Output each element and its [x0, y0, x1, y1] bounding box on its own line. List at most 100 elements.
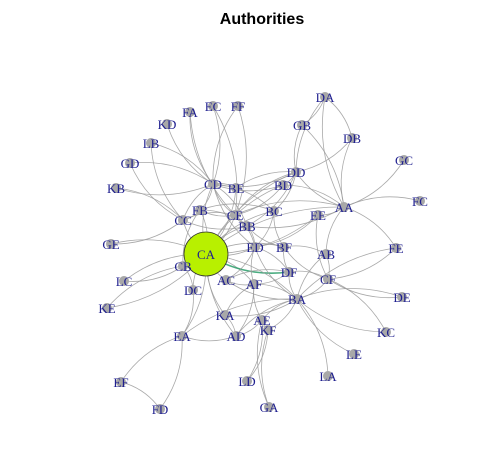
node-db[interactable]	[347, 133, 357, 143]
node-bc[interactable]	[269, 206, 279, 216]
node-ce[interactable]	[230, 210, 240, 220]
node-label-bb: BB	[238, 219, 256, 234]
edge-ac-ba	[225, 279, 298, 300]
node-label-le: LE	[346, 347, 362, 362]
node-ge[interactable]	[106, 239, 116, 249]
node-label-bd: BD	[274, 178, 292, 193]
node-dd[interactable]	[291, 167, 301, 177]
node-cc[interactable]	[178, 215, 188, 225]
node-ab[interactable]	[321, 249, 331, 259]
node-label-be: BE	[228, 181, 245, 196]
node-gb[interactable]	[297, 120, 307, 130]
node-af[interactable]	[249, 279, 259, 289]
node-label-ea: EA	[173, 329, 191, 344]
node-ka[interactable]	[220, 310, 230, 320]
node-ea[interactable]	[177, 331, 187, 341]
node-df[interactable]	[284, 267, 294, 277]
node-bf[interactable]	[279, 242, 289, 252]
node-ee[interactable]	[313, 210, 323, 220]
node-label-ac: AC	[217, 273, 235, 288]
node-da[interactable]	[320, 92, 330, 102]
edge-lc-cb	[123, 265, 184, 282]
node-label-ee: EE	[310, 208, 326, 223]
node-ef[interactable]	[116, 377, 126, 387]
edge-cd-bd	[212, 183, 284, 192]
node-label-fb: FB	[192, 203, 208, 218]
node-label-ba: BA	[288, 292, 307, 307]
node-label-ef: EF	[113, 375, 128, 390]
node-fb[interactable]	[195, 205, 205, 215]
edge-aa-fe	[343, 206, 397, 249]
node-ad[interactable]	[231, 331, 241, 341]
node-kb[interactable]	[111, 183, 121, 193]
edge-lb-cd	[150, 142, 214, 185]
node-label-ga: GA	[260, 400, 279, 415]
node-label-la: LA	[319, 369, 337, 384]
node-label-bf: BF	[276, 240, 292, 255]
edge-de-ba	[296, 288, 403, 300]
node-de[interactable]	[397, 292, 407, 302]
edge-ea-ef	[120, 335, 183, 383]
edge-fc-aa	[343, 196, 421, 208]
edge-ec-cd	[212, 105, 221, 185]
edge-ee-cf	[315, 214, 329, 280]
edge-fe-cf	[327, 247, 397, 280]
node-label-cf: CF	[320, 272, 336, 287]
node-label-dd: DD	[287, 165, 306, 180]
node-label-fe: FE	[388, 241, 403, 256]
node-le[interactable]	[349, 349, 359, 359]
node-ba[interactable]	[292, 294, 302, 304]
node-label-ca: CA	[197, 247, 216, 262]
edge-ba-ka	[224, 298, 298, 317]
node-fc[interactable]	[415, 196, 425, 206]
edge-cf-kc	[327, 278, 387, 333]
edge-cc-bb	[182, 219, 248, 230]
node-ec[interactable]	[208, 101, 218, 111]
node-bb[interactable]	[242, 221, 252, 231]
node-label-ad: AD	[227, 329, 246, 344]
node-gd[interactable]	[125, 158, 135, 168]
node-label-cd: CD	[204, 177, 222, 192]
node-ga[interactable]	[264, 402, 274, 412]
node-bd[interactable]	[278, 180, 288, 190]
node-kf[interactable]	[263, 325, 273, 335]
node-label-ec: EC	[205, 99, 222, 114]
edge-gd-cd	[129, 162, 214, 185]
node-la[interactable]	[323, 371, 333, 381]
edge-ee-ed	[254, 214, 319, 248]
node-label-kb: KB	[107, 181, 125, 196]
edge-ea-fd	[159, 335, 183, 410]
node-label-dc: DC	[184, 283, 202, 298]
node-ld[interactable]	[242, 376, 252, 386]
node-aa[interactable]	[339, 202, 349, 212]
node-cd[interactable]	[208, 179, 218, 189]
node-lb[interactable]	[146, 138, 156, 148]
node-ac[interactable]	[221, 275, 231, 285]
node-ed[interactable]	[250, 242, 260, 252]
edge-ff-cd	[212, 105, 239, 185]
node-fa[interactable]	[185, 107, 195, 117]
edge-ba-le	[296, 298, 355, 355]
edge-ae-ga	[256, 319, 270, 408]
node-fe[interactable]	[391, 243, 401, 253]
node-cb[interactable]	[178, 261, 188, 271]
node-fd[interactable]	[155, 404, 165, 414]
node-ff[interactable]	[233, 101, 243, 111]
edge-cf-de	[327, 278, 403, 299]
node-gc[interactable]	[399, 155, 409, 165]
node-ca[interactable]	[183, 231, 229, 277]
node-be[interactable]	[231, 183, 241, 193]
node-lc[interactable]	[119, 276, 129, 286]
node-label-de: DE	[393, 290, 410, 305]
node-label-ff: FF	[231, 99, 245, 114]
chart-title: Authorities	[220, 11, 305, 28]
node-cf[interactable]	[323, 274, 333, 284]
node-ke[interactable]	[102, 303, 112, 313]
node-ae[interactable]	[257, 315, 267, 325]
node-kd[interactable]	[162, 119, 172, 129]
node-dc[interactable]	[188, 285, 198, 295]
node-label-fd: FD	[152, 402, 169, 417]
node-label-gd: GD	[121, 156, 140, 171]
edge-cd-ed	[212, 183, 256, 248]
node-kc[interactable]	[381, 327, 391, 337]
